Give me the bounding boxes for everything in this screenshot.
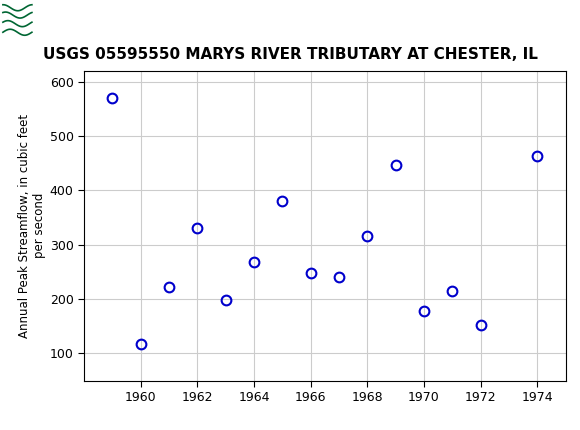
Text: USGS 05595550 MARYS RIVER TRIBUTARY AT CHESTER, IL: USGS 05595550 MARYS RIVER TRIBUTARY AT C… (42, 47, 538, 61)
Text: USGS: USGS (39, 12, 108, 31)
Y-axis label: Annual Peak Streamflow, in cubic feet
per second: Annual Peak Streamflow, in cubic feet pe… (17, 114, 45, 338)
FancyBboxPatch shape (3, 3, 35, 40)
